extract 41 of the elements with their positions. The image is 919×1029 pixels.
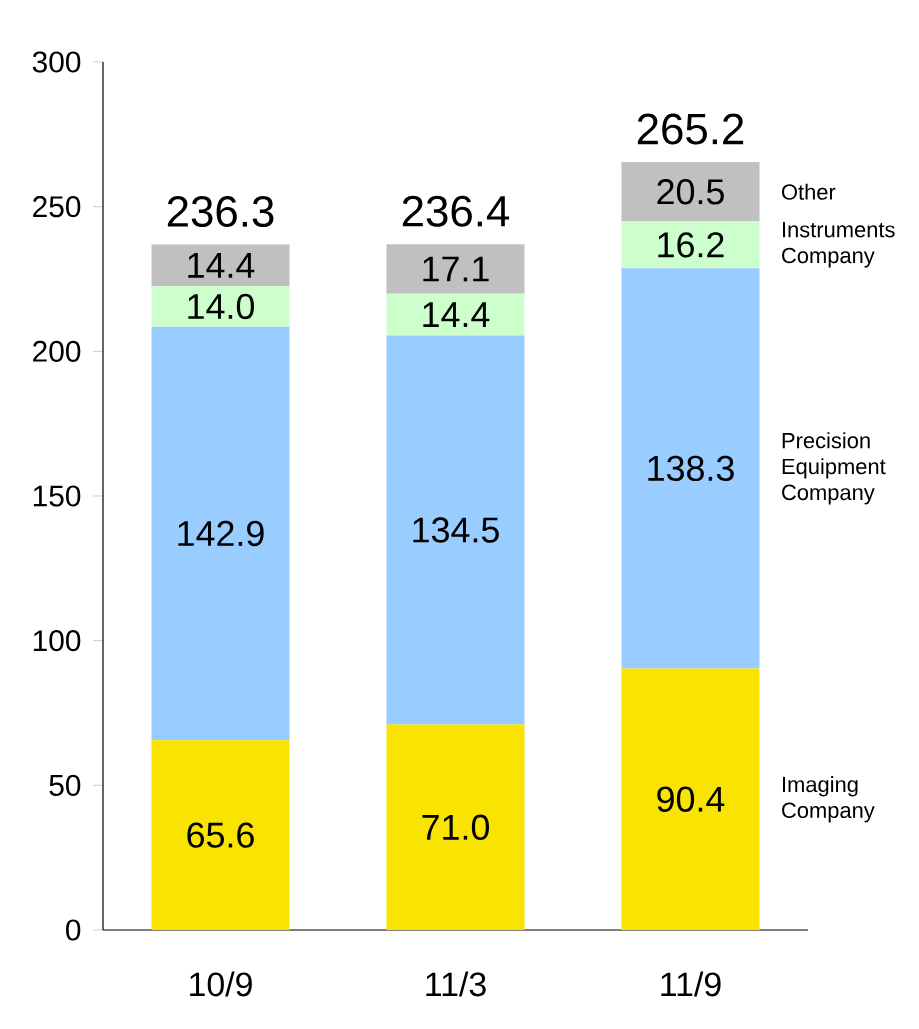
annotation: 236.3 <box>167 196 274 228</box>
data-label: 17.1 <box>423 256 489 282</box>
y-tick-label: 250 <box>33 196 81 218</box>
x-tick-label: 11/3 <box>426 971 486 997</box>
bar <box>151 244 290 287</box>
series-label: Other <box>782 183 836 200</box>
y-tick-label: 200 <box>33 340 81 362</box>
y-tick-label: 150 <box>33 485 81 507</box>
data-label: 134.5 <box>413 517 499 543</box>
bar <box>386 293 525 336</box>
data-label: 142.9 <box>178 520 264 547</box>
data-label: 14.0 <box>188 293 254 320</box>
y-tick-label: 0 <box>66 919 81 941</box>
annotation: 236.4 <box>402 195 510 227</box>
bar <box>151 326 290 741</box>
y-tick-label: 300 <box>32 51 81 73</box>
bar <box>151 286 290 327</box>
bar <box>621 668 760 930</box>
series-label: Imaging Company <box>782 776 875 823</box>
bar <box>621 221 760 269</box>
bar <box>386 335 525 725</box>
bar <box>621 268 760 669</box>
data-label: 20.5 <box>657 179 724 205</box>
data-label: 65.6 <box>187 822 254 848</box>
x-tick-label: 11/9 <box>661 971 721 997</box>
data-label: 16.2 <box>658 232 724 258</box>
data-label: 71.0 <box>422 814 489 840</box>
data-label: 90.4 <box>657 786 725 812</box>
bar <box>151 740 290 930</box>
bar <box>621 162 760 222</box>
data-label: 14.4 <box>423 302 490 327</box>
data-label: 14.4 <box>188 253 255 278</box>
bar <box>386 244 525 294</box>
data-label: 138.3 <box>648 455 734 482</box>
x-tick-label: 10/9 <box>190 971 252 997</box>
y-tick-label: 100 <box>33 630 81 652</box>
y-tick-label: 50 <box>49 774 81 796</box>
annotation: 265.2 <box>637 113 744 145</box>
series-label: Instruments Company <box>782 222 895 268</box>
series-label: Precision Equipment Company <box>782 432 886 505</box>
bar <box>386 724 525 930</box>
